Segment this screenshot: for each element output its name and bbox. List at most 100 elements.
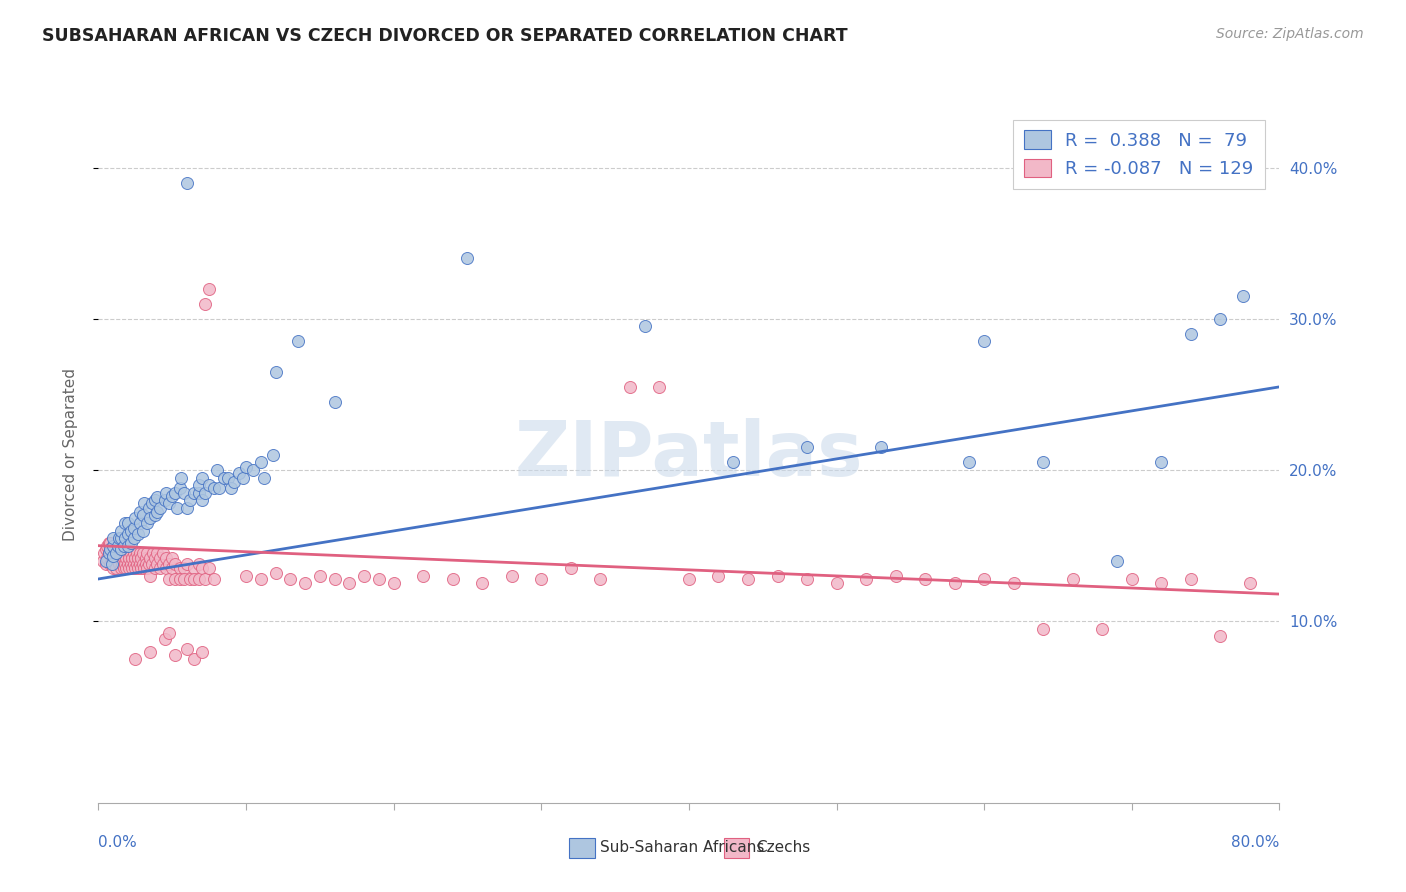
Point — [173, 485, 195, 500]
Point — [165, 557, 187, 571]
Point — [162, 489, 183, 503]
Point — [107, 554, 129, 568]
Point — [132, 557, 155, 571]
Point — [122, 557, 145, 571]
Point — [707, 569, 730, 583]
Point — [191, 493, 214, 508]
Point — [97, 546, 120, 560]
Point — [110, 550, 132, 565]
Text: ZIPatlas: ZIPatlas — [515, 418, 863, 491]
Point — [153, 632, 176, 647]
Point — [146, 505, 169, 519]
Point — [124, 561, 146, 575]
Point — [114, 557, 136, 571]
Point — [855, 572, 877, 586]
Point — [114, 516, 136, 530]
Point — [1232, 289, 1254, 303]
Point — [110, 531, 132, 545]
Point — [115, 550, 138, 565]
Point — [1239, 576, 1261, 591]
Point — [128, 505, 150, 519]
Point — [217, 470, 239, 484]
Point — [253, 470, 276, 484]
Point — [136, 546, 159, 560]
Point — [183, 572, 205, 586]
Point — [187, 485, 209, 500]
Point — [173, 561, 195, 575]
Point — [619, 380, 641, 394]
Point — [1150, 576, 1173, 591]
Point — [560, 561, 582, 575]
Point — [176, 500, 198, 515]
Point — [103, 531, 125, 545]
Point — [943, 576, 966, 591]
Point — [208, 481, 231, 495]
Point — [117, 557, 139, 571]
Point — [132, 524, 155, 538]
Point — [91, 554, 114, 568]
Point — [125, 546, 148, 560]
Point — [165, 485, 187, 500]
Point — [112, 550, 135, 565]
Point — [278, 572, 302, 586]
Point — [122, 520, 145, 534]
Point — [100, 541, 122, 556]
Point — [98, 546, 121, 560]
Point — [124, 511, 146, 525]
Point — [166, 500, 188, 515]
Point — [110, 541, 132, 556]
Point — [187, 557, 209, 571]
Point — [1209, 629, 1232, 643]
Point — [339, 576, 360, 591]
Point — [127, 526, 149, 541]
Point — [501, 569, 523, 583]
Point — [194, 296, 217, 310]
Point — [146, 557, 169, 571]
Point — [294, 576, 316, 591]
Point — [118, 550, 141, 565]
Point — [1105, 554, 1128, 568]
Point — [107, 539, 129, 553]
Point — [96, 550, 118, 565]
Point — [198, 281, 221, 295]
Point — [162, 550, 183, 565]
Point — [796, 441, 818, 455]
Point — [471, 576, 494, 591]
Point — [323, 572, 346, 586]
Point — [198, 478, 221, 492]
Point — [169, 481, 191, 495]
Point — [242, 463, 264, 477]
Point — [135, 557, 157, 571]
Point — [111, 546, 134, 560]
Point — [108, 557, 131, 571]
Point — [124, 550, 146, 565]
Point — [959, 455, 981, 469]
Point — [112, 561, 135, 575]
Point — [132, 546, 155, 560]
Point — [117, 516, 139, 530]
Point — [110, 524, 132, 538]
Point — [105, 561, 128, 575]
Point — [589, 572, 612, 586]
Point — [94, 541, 117, 556]
Point — [228, 466, 250, 480]
Point — [97, 546, 120, 560]
Point — [441, 572, 464, 586]
Point — [94, 557, 117, 571]
Point — [143, 550, 166, 565]
Point — [456, 252, 478, 266]
Point — [96, 539, 118, 553]
Point — [309, 569, 332, 583]
Point — [100, 557, 122, 571]
Point — [1209, 311, 1232, 326]
Point — [235, 460, 257, 475]
Point — [103, 539, 125, 553]
Point — [93, 546, 115, 560]
Point — [134, 561, 156, 575]
Point — [143, 508, 166, 523]
Point — [115, 561, 138, 575]
Point — [1032, 622, 1054, 636]
Point — [678, 572, 700, 586]
Point — [633, 319, 655, 334]
Point — [235, 569, 257, 583]
